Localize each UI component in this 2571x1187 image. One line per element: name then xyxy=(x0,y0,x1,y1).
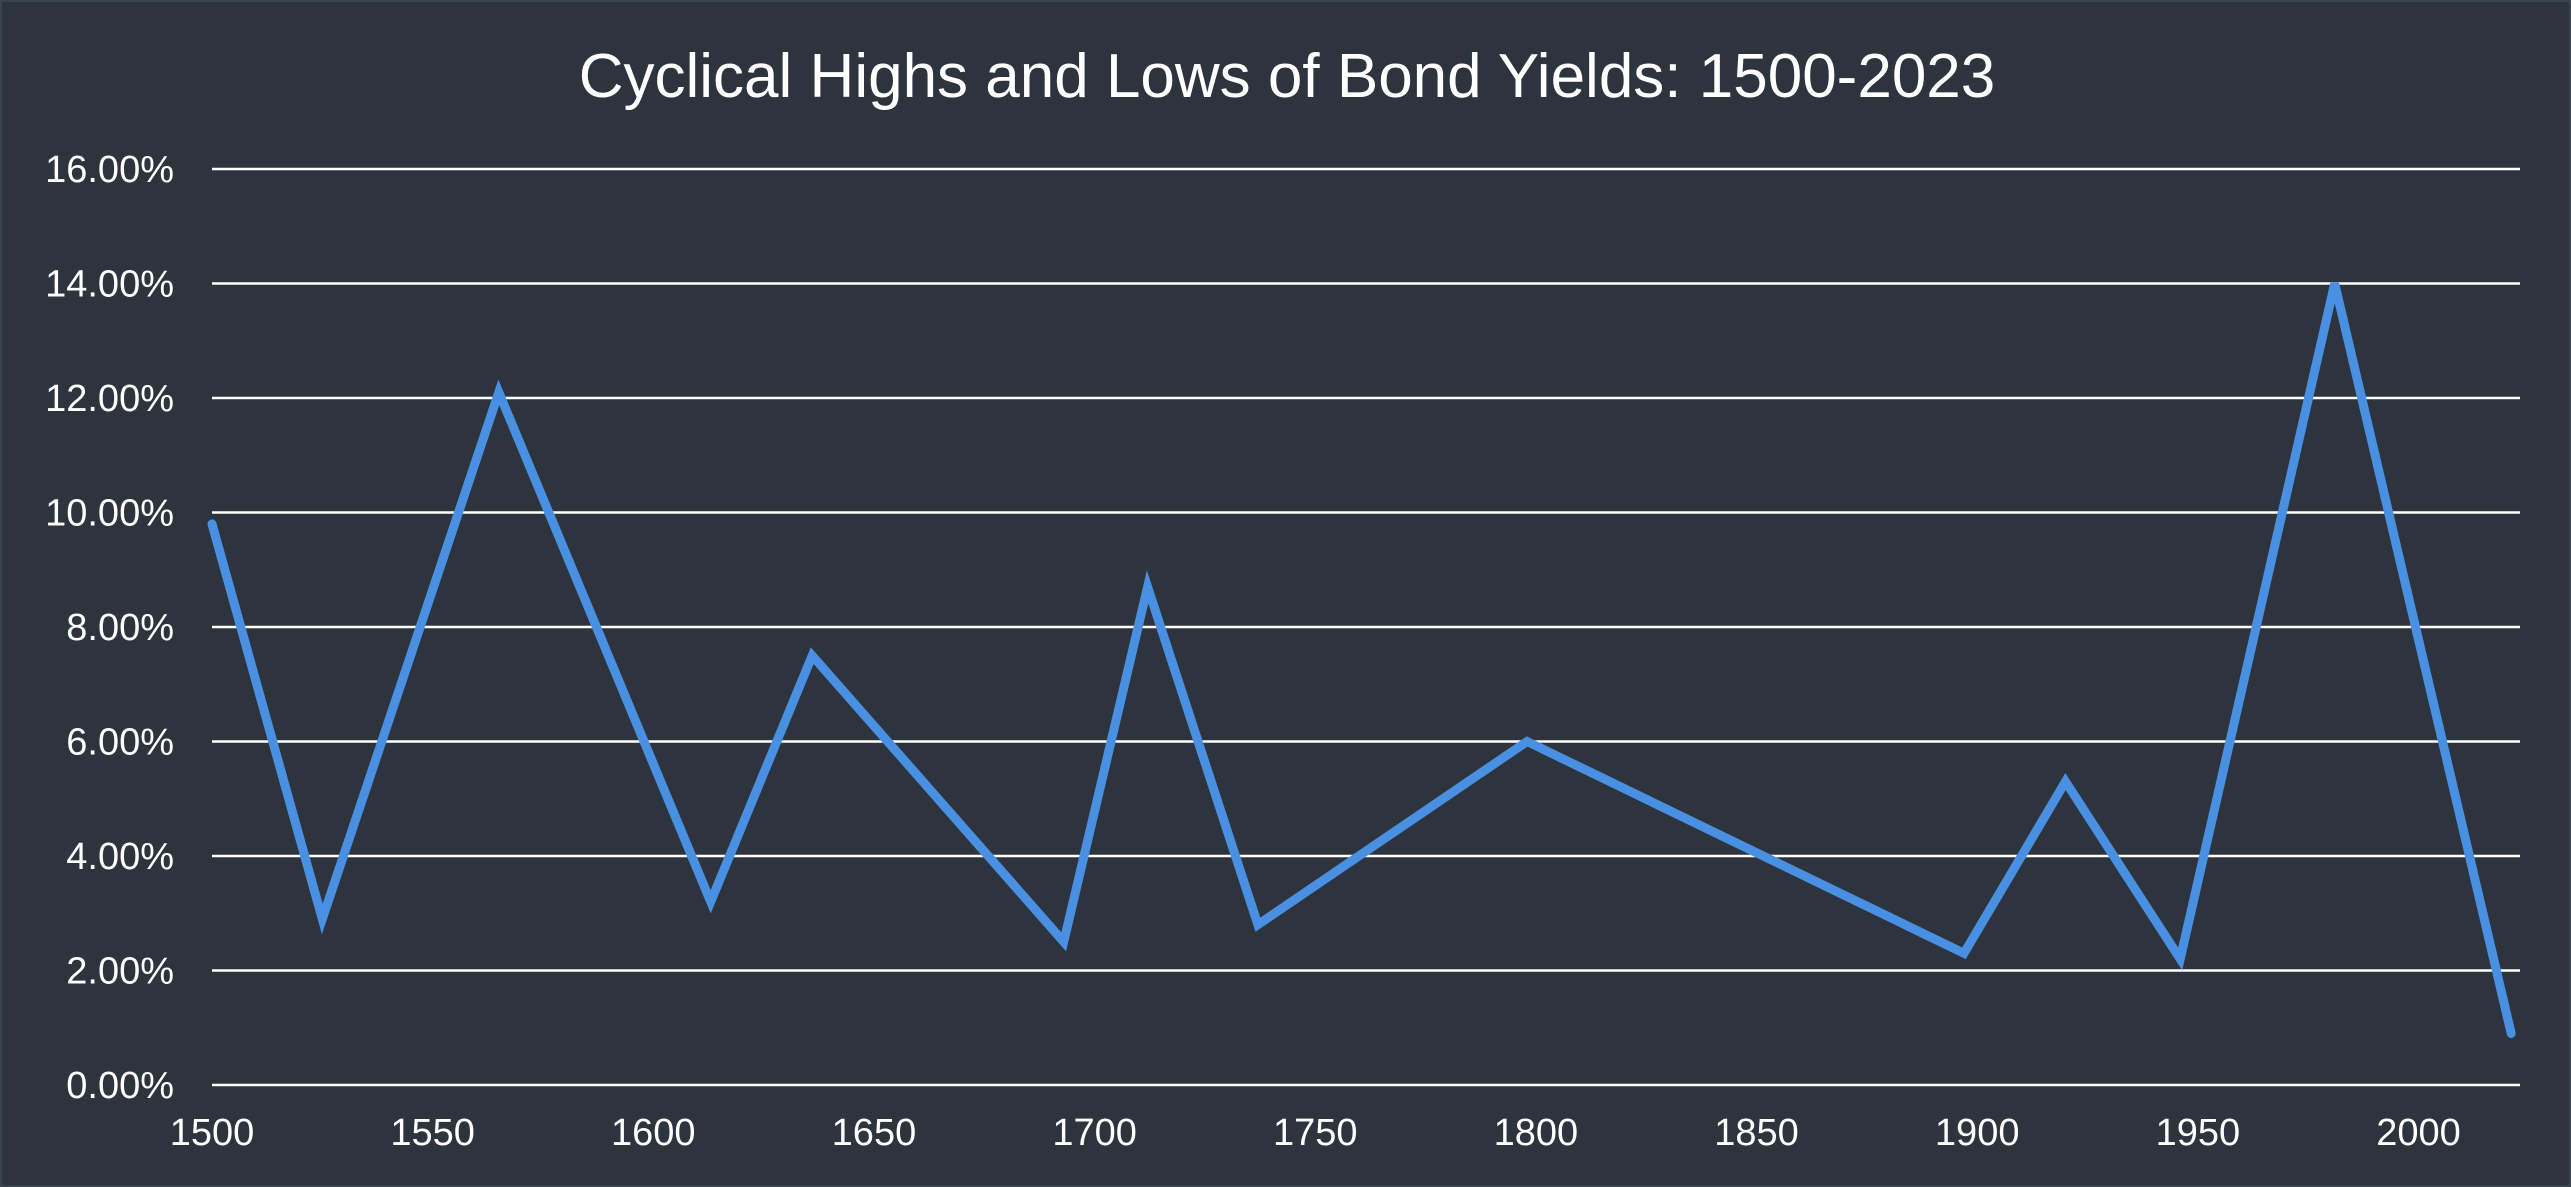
y-tick-label: 4.00% xyxy=(66,836,174,878)
x-tick-label: 1900 xyxy=(1935,1112,2020,1154)
y-axis-tick-labels: 0.00% 2.00% 4.00% 6.00% 8.00% 10.00% 12.00% 14.… xyxy=(45,149,174,1107)
series-layer xyxy=(207,282,2516,1038)
y-tick-label: 2.00% xyxy=(66,951,174,993)
x-tick-label: 1600 xyxy=(611,1112,696,1154)
x-tick-label: 1800 xyxy=(1494,1112,1579,1154)
x-tick-label: 1550 xyxy=(390,1112,475,1154)
y-tick-label: 10.00% xyxy=(45,493,174,535)
y-tick-label: 12.00% xyxy=(45,378,174,420)
y-tick-label: 8.00% xyxy=(66,607,174,649)
chart-title: Cyclical Highs and Lows of Bond Yields: … xyxy=(579,42,1996,111)
y-tick-label: 16.00% xyxy=(45,149,174,191)
x-tick-label: 1950 xyxy=(2156,1112,2241,1154)
y-tick-label: 14.00% xyxy=(45,264,174,306)
x-axis-tick-labels: 1500 1550 1600 1650 1700 1750 1800 1850 1900 1950… xyxy=(170,1112,2461,1154)
x-tick-label: 1650 xyxy=(832,1112,917,1154)
x-tick-label: 1500 xyxy=(170,1112,255,1154)
x-tick-label: 2000 xyxy=(2376,1112,2461,1154)
series-line-0 xyxy=(207,282,2516,1038)
x-tick-label: 1750 xyxy=(1273,1112,1358,1154)
y-tick-label: 0.00% xyxy=(66,1065,174,1107)
y-tick-label: 6.00% xyxy=(66,722,174,764)
x-tick-label: 1700 xyxy=(1052,1112,1137,1154)
x-tick-label: 1850 xyxy=(1714,1112,1799,1154)
